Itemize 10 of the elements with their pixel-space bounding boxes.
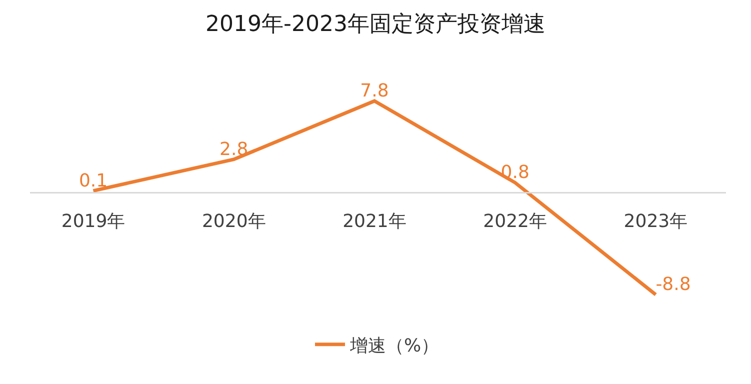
x-tick-label: 2019年	[61, 211, 126, 232]
data-label: -8.8	[656, 274, 691, 296]
x-tick-label: 2022年	[483, 211, 547, 232]
x-tick-label: 2023年	[624, 211, 688, 232]
legend-label: 增速（%）	[349, 335, 440, 356]
x-tick-label: 2020年	[202, 211, 266, 232]
data-label: 0.1	[78, 170, 108, 192]
x-tick-label: 2021年	[342, 211, 406, 232]
chart-title: 2019年-2023年固定资产投资增速	[206, 12, 546, 37]
data-label: 7.8	[360, 80, 389, 102]
